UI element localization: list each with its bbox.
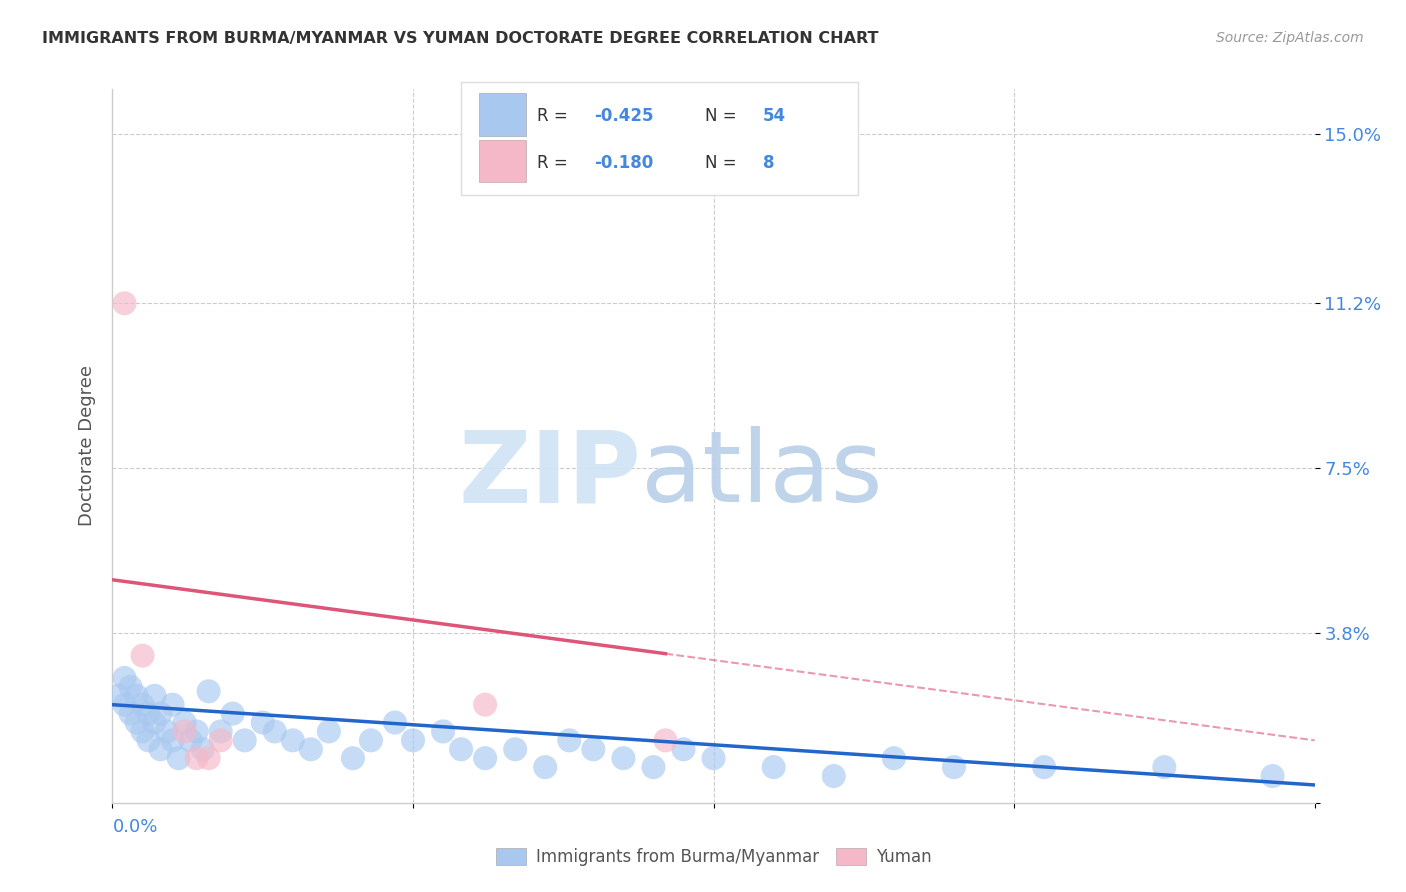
Point	[582, 742, 605, 756]
Point	[503, 742, 526, 756]
Point	[402, 733, 425, 747]
Point	[197, 684, 219, 698]
Point	[155, 724, 177, 739]
Point	[131, 648, 153, 663]
Text: ZIP: ZIP	[458, 426, 641, 523]
Point	[149, 742, 172, 756]
Point	[281, 733, 304, 747]
Point	[703, 751, 725, 765]
Point	[612, 751, 634, 765]
Point	[558, 733, 581, 747]
Text: R =: R =	[537, 107, 572, 125]
Point	[342, 751, 364, 765]
Point	[173, 724, 195, 739]
Point	[1153, 760, 1175, 774]
Point	[432, 724, 454, 739]
Point	[138, 733, 160, 747]
Text: N =: N =	[706, 153, 742, 171]
Point	[654, 733, 676, 747]
Text: IMMIGRANTS FROM BURMA/MYANMAR VS YUMAN DOCTORATE DEGREE CORRELATION CHART: IMMIGRANTS FROM BURMA/MYANMAR VS YUMAN D…	[42, 31, 879, 46]
Point	[474, 751, 496, 765]
Point	[120, 706, 142, 721]
Point	[167, 751, 190, 765]
Point	[474, 698, 496, 712]
Point	[1033, 760, 1056, 774]
Text: 54: 54	[763, 107, 786, 125]
Point	[450, 742, 472, 756]
Point	[263, 724, 285, 739]
FancyBboxPatch shape	[479, 94, 526, 136]
Text: Source: ZipAtlas.com: Source: ZipAtlas.com	[1216, 31, 1364, 45]
Point	[143, 715, 166, 730]
Text: 8: 8	[763, 153, 775, 171]
Point	[299, 742, 322, 756]
Point	[643, 760, 665, 774]
Point	[162, 698, 184, 712]
Point	[125, 689, 148, 703]
Point	[943, 760, 966, 774]
FancyBboxPatch shape	[479, 140, 526, 182]
Point	[384, 715, 406, 730]
Point	[823, 769, 845, 783]
Point	[360, 733, 382, 747]
Point	[131, 724, 153, 739]
Point	[191, 742, 214, 756]
Text: -0.425: -0.425	[595, 107, 654, 125]
Point	[180, 733, 202, 747]
Point	[209, 724, 232, 739]
Point	[222, 706, 245, 721]
Point	[186, 724, 208, 739]
Point	[209, 733, 232, 747]
Text: N =: N =	[706, 107, 742, 125]
Text: R =: R =	[537, 153, 572, 171]
Point	[143, 689, 166, 703]
Point	[883, 751, 905, 765]
Text: atlas: atlas	[641, 426, 883, 523]
Point	[186, 751, 208, 765]
Point	[138, 706, 160, 721]
Point	[114, 671, 136, 685]
Point	[120, 680, 142, 694]
Point	[114, 698, 136, 712]
Point	[125, 715, 148, 730]
Point	[672, 742, 695, 756]
Point	[131, 698, 153, 712]
Point	[233, 733, 256, 747]
Y-axis label: Doctorate Degree: Doctorate Degree	[77, 366, 96, 526]
Text: 0.0%: 0.0%	[112, 819, 157, 837]
Point	[534, 760, 557, 774]
Point	[114, 296, 136, 310]
Point	[762, 760, 785, 774]
Point	[197, 751, 219, 765]
Text: -0.180: -0.180	[595, 153, 654, 171]
Point	[149, 706, 172, 721]
FancyBboxPatch shape	[461, 82, 858, 194]
Point	[318, 724, 340, 739]
Point	[162, 733, 184, 747]
Point	[252, 715, 274, 730]
Point	[1261, 769, 1284, 783]
Point	[107, 689, 129, 703]
Point	[173, 715, 195, 730]
Legend: Immigrants from Burma/Myanmar, Yuman: Immigrants from Burma/Myanmar, Yuman	[489, 841, 938, 873]
